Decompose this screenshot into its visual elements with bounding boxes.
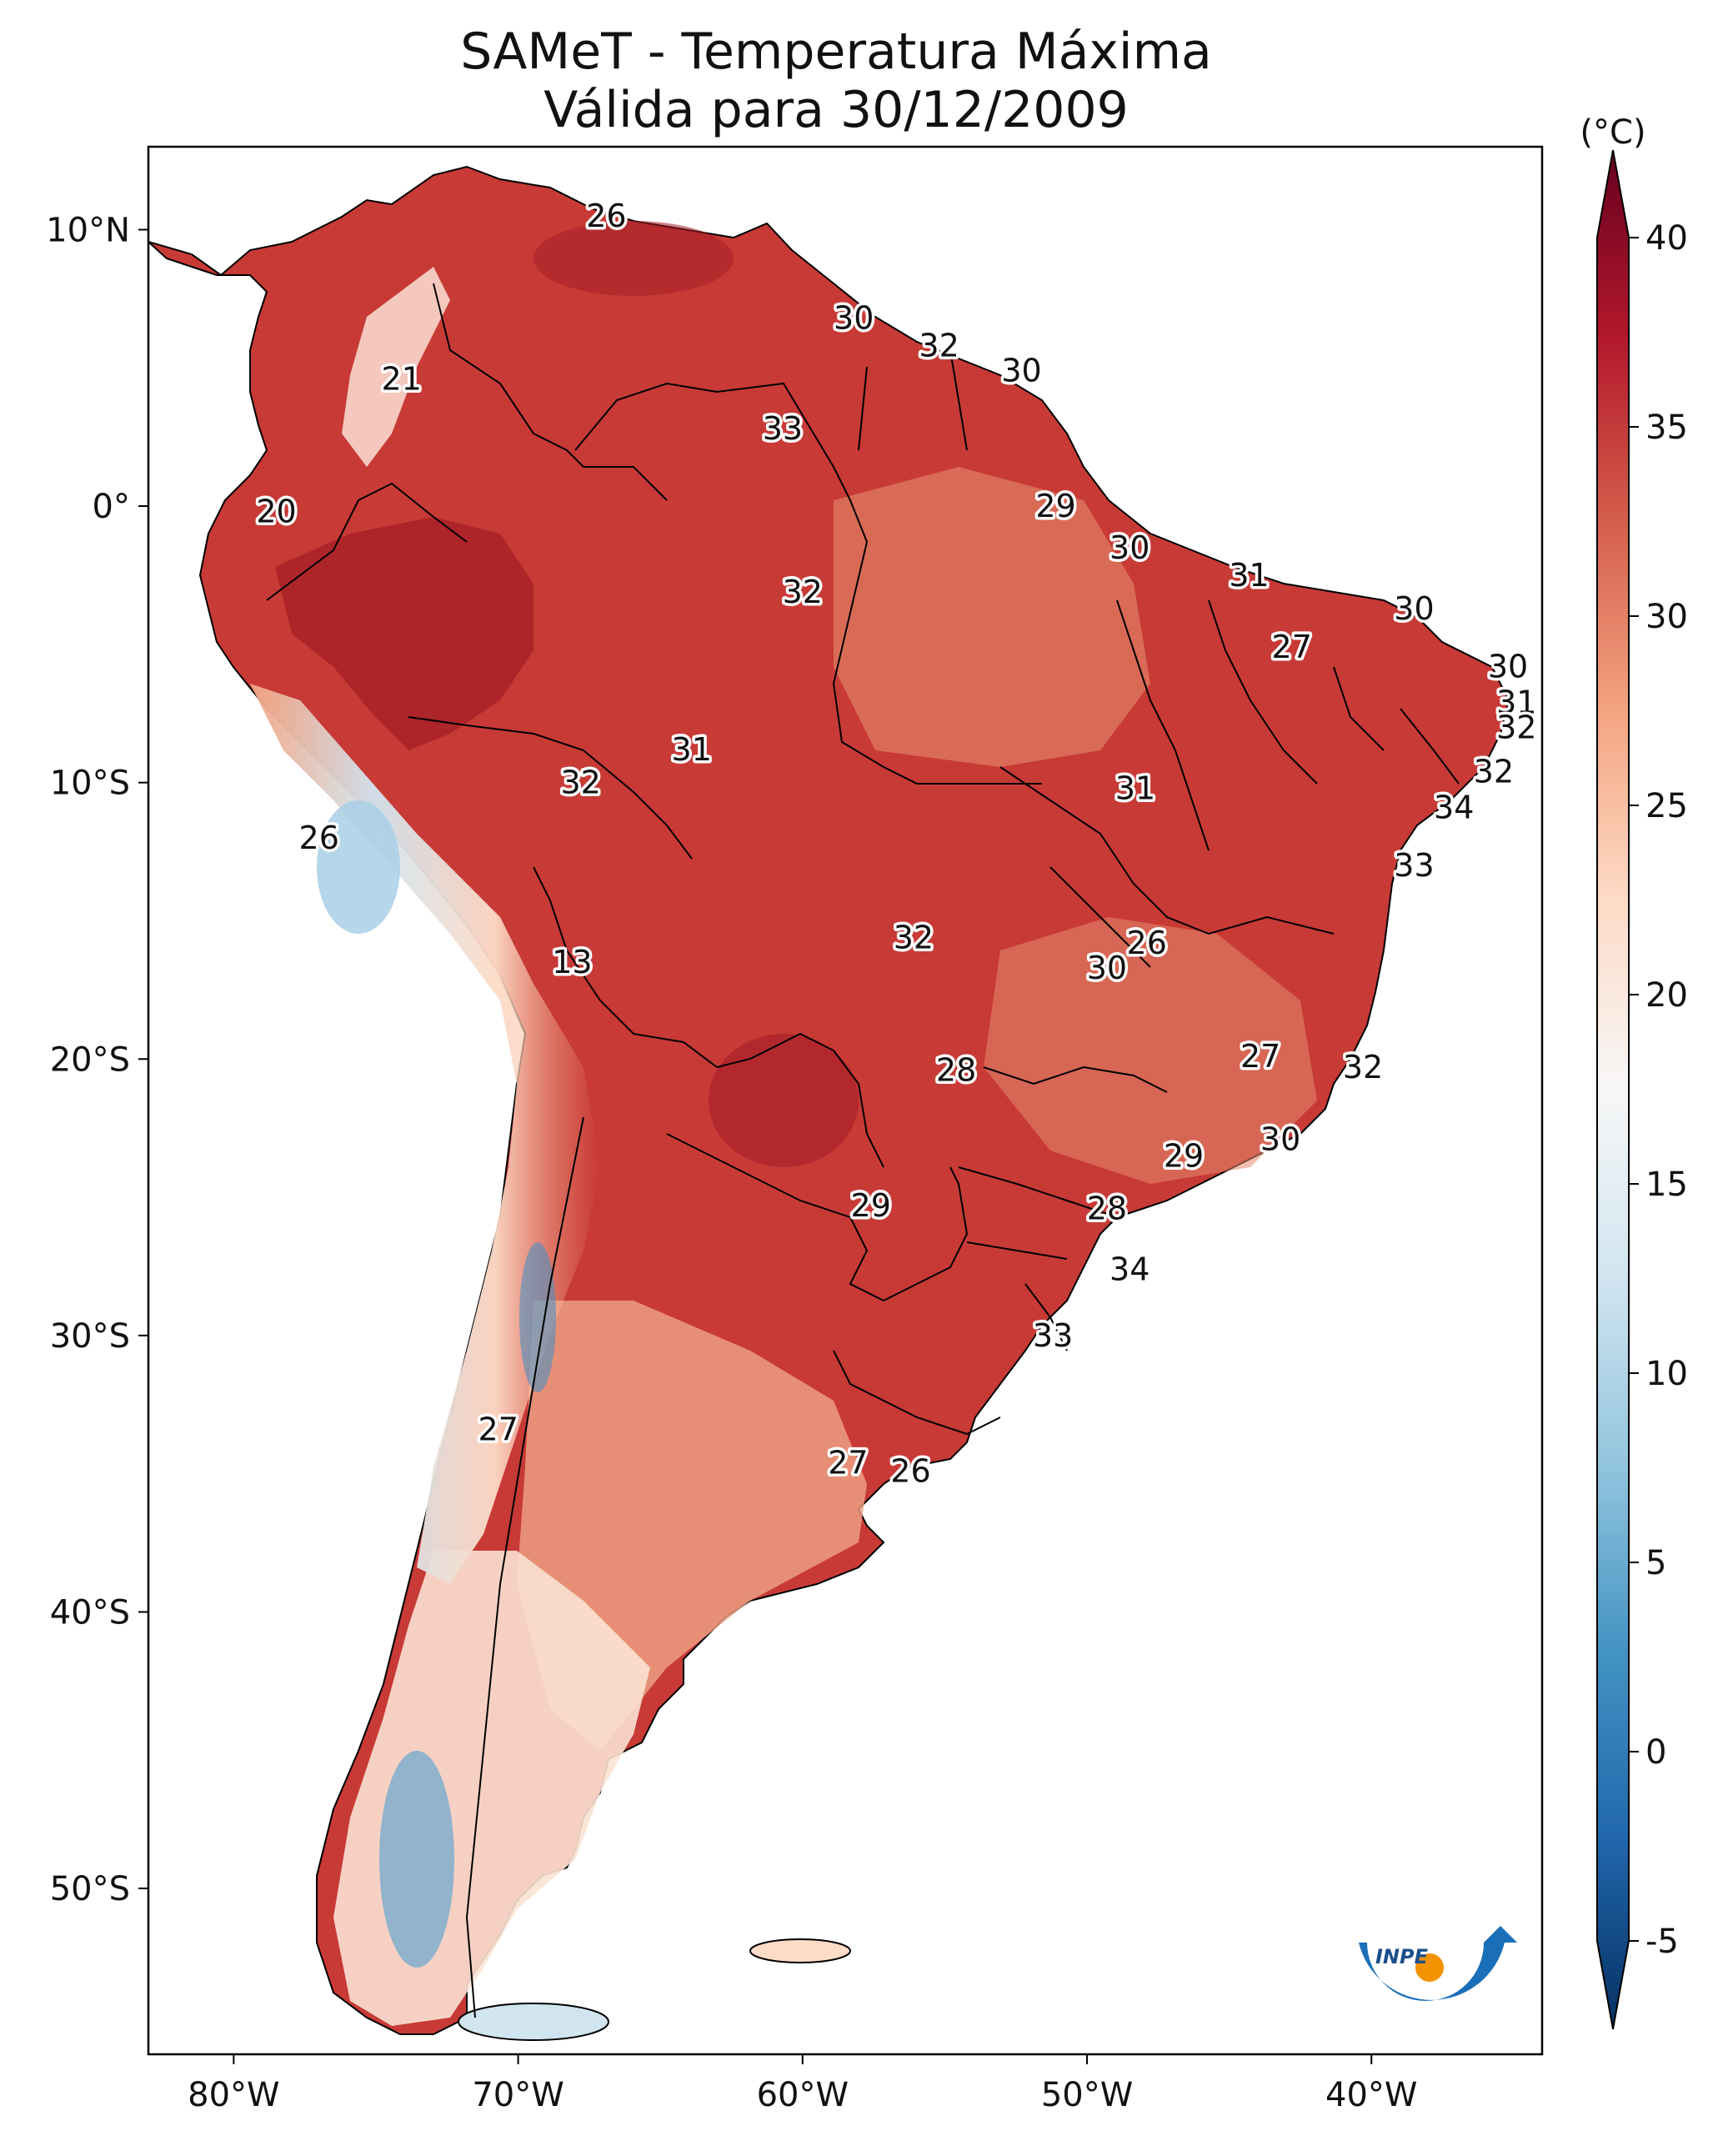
cold-region-peru-andes (317, 800, 400, 934)
capital-temperature-label: 29 (1035, 488, 1075, 524)
inpe-logo: INPE (1359, 1926, 1517, 2001)
lon-tick-label: 80°W (188, 2076, 279, 2114)
logo-swirl-icon (1359, 1926, 1517, 2001)
capital-temperature-label: 31 (1115, 770, 1155, 806)
capital-temperature-label: 28 (936, 1052, 976, 1089)
capital-temperature-label: 34 (1109, 1251, 1150, 1287)
cold-region-andes (250, 684, 600, 1584)
colorbar-tick-label: 10 (1645, 1355, 1688, 1393)
capital-temperature-label: 20 (256, 494, 296, 530)
lon-tick-label: 70°W (472, 2076, 563, 2114)
capital-temperature-label: 27 (1240, 1038, 1280, 1075)
lat-tick-label: 30°S (50, 1317, 130, 1356)
hot-region-venezuela (533, 221, 734, 296)
capital-temperature-label: 34 (1434, 790, 1474, 826)
map-subtitle: Válida para 30/12/2009 (543, 81, 1129, 139)
capital-temperature-label: 33 (763, 410, 803, 447)
lat-tick-label: 10°S (50, 765, 130, 803)
capital-temperature-label: 30 (1001, 353, 1041, 389)
colorbar-tick-label: -5 (1645, 1923, 1679, 1961)
capital-temperature-label: 27 (1272, 629, 1312, 665)
capital-temperature-label: 26 (299, 820, 339, 856)
map-title: SAMeT - Temperatura Máxima (460, 23, 1212, 81)
lat-tick-label: 0° (93, 488, 130, 526)
capital-temperature-label: 30 (1109, 529, 1150, 566)
lon-tick-label: 60°W (757, 2076, 849, 2114)
country-borders (266, 283, 1460, 2018)
colorbar-unit: (°C) (1580, 113, 1645, 152)
capital-temperature-label: 32 (560, 765, 600, 801)
colorbar-ticks: 40 35 30 25 20 15 10 5 0 -5 (1629, 219, 1688, 1961)
capital-temperature-label: 33 (1033, 1317, 1073, 1354)
capital-temperature-label: 26 (1127, 925, 1167, 961)
colorbar-tick-label: 0 (1645, 1733, 1666, 1772)
capital-temperature-label: 32 (894, 919, 934, 955)
cold-region-south-andes (379, 1751, 454, 1968)
capital-temperature-label: 32 (919, 328, 959, 364)
mild-region-brazil-interior (834, 467, 1150, 767)
capital-temperature-label: 26 (586, 198, 626, 234)
colorbar-tick-label: 25 (1645, 787, 1688, 825)
lat-tick-label: 10°N (46, 211, 130, 249)
colorbar-bar (1596, 149, 1630, 2030)
map-frame (147, 145, 1544, 2056)
hot-region-amazon (275, 517, 533, 750)
hot-region-chaco (709, 1034, 859, 1167)
capital-temperature-label: 31 (1496, 684, 1536, 721)
mild-region-southeast (984, 917, 1317, 1184)
latitude-axis: 10°N 0° 10°S 20°S 30°S 40°S 50°S (46, 211, 148, 1908)
capital-temperature-label: 32 (1343, 1049, 1383, 1086)
capital-temperature-label: 29 (1164, 1137, 1204, 1174)
lon-tick-label: 40°W (1325, 2076, 1417, 2114)
colorbar-tick-label: 30 (1645, 598, 1688, 636)
capital-temperature-label: 27 (828, 1444, 868, 1481)
capital-temperature-label: 27 (478, 1411, 518, 1448)
cool-region-colombia-andes (342, 267, 450, 467)
colorbar-tick-label: 40 (1645, 219, 1688, 258)
capital-temperature-label: 13 (552, 944, 592, 980)
capital-temperature-label: 30 (1260, 1121, 1300, 1157)
capital-temperature-label: 30 (1087, 950, 1127, 986)
lon-tick-label: 50°W (1041, 2076, 1133, 2114)
colorbar-tick-label: 5 (1645, 1544, 1666, 1582)
colorbar-tick-label: 20 (1645, 976, 1688, 1015)
longitude-axis: 80°W 70°W 60°W 50°W 40°W (188, 2054, 1417, 2114)
capital-temperature-label: 29 (851, 1187, 891, 1224)
capital-temperature-label: 21 (382, 361, 422, 398)
lat-tick-label: 20°S (50, 1040, 130, 1079)
capital-temperature-label: 31 (1229, 557, 1269, 594)
colorbar: (°C) 40 35 30 25 20 15 10 5 0 -5 (1580, 113, 1688, 2030)
capital-temperature-label: 30 (1394, 590, 1434, 627)
capital-temperature-label: 32 (783, 574, 823, 610)
capital-temperature-label: 30 (1488, 648, 1528, 684)
capital-temperature-label: 33 (1394, 847, 1434, 884)
lat-tick-label: 50°S (50, 1870, 130, 1908)
lat-tick-label: 40°S (50, 1593, 130, 1632)
capital-temperature-label: 26 (890, 1452, 930, 1489)
logo-text: INPE (1375, 1945, 1429, 1968)
capital-temperature-label: 32 (1496, 709, 1536, 745)
tierra-del-fuego (458, 2003, 609, 2041)
colorbar-tick-label: 15 (1645, 1166, 1688, 1204)
falklands (749, 1938, 851, 1963)
capital-temperature-label: 30 (834, 300, 874, 337)
colorbar-tick-label: 35 (1645, 409, 1688, 447)
capital-temperature-label: 28 (1087, 1190, 1127, 1226)
logo-orb-icon (1415, 1953, 1444, 1982)
capital-temperature-label: 31 (672, 731, 712, 768)
cold-region-central-andes (519, 1242, 556, 1392)
capital-temperature-label: 32 (1474, 753, 1514, 790)
